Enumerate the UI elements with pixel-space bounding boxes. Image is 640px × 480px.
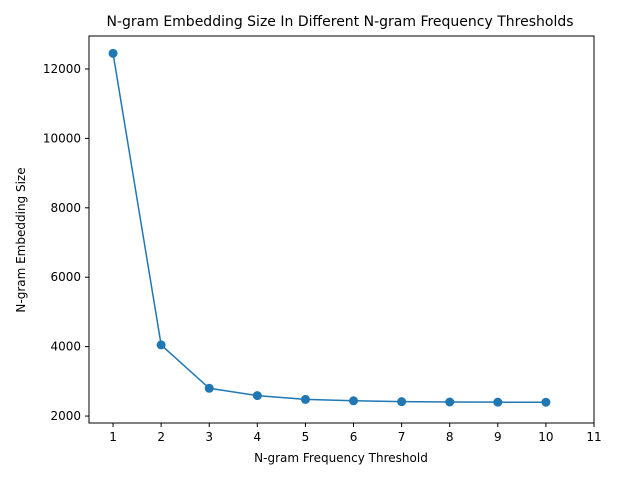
series-layer: [108, 48, 551, 407]
x-tick-label: 8: [446, 430, 454, 444]
x-axis: 1 2 3 4 5 6 7 8 9 10 11: [109, 423, 602, 444]
data-point: [156, 340, 166, 350]
x-tick-label: 3: [205, 430, 213, 444]
x-tick-label: 5: [302, 430, 310, 444]
data-point: [349, 396, 359, 406]
y-tick-label: 8000: [50, 201, 81, 215]
y-tick-label: 4000: [50, 340, 81, 354]
series-line: [112, 53, 546, 403]
x-tick-label: 1: [109, 430, 117, 444]
y-tick-label: 2000: [50, 409, 81, 423]
y-tick-label: 10000: [43, 131, 81, 145]
y-axis-label: N-gram Embedding Size: [14, 167, 28, 312]
data-point: [204, 383, 214, 393]
x-tick-label: 4: [254, 430, 262, 444]
chart-title: N-gram Embedding Size In Different N-gra…: [106, 14, 573, 30]
x-axis-label: N-gram Frequency Threshold: [254, 451, 428, 465]
x-tick-label: 9: [494, 430, 502, 444]
data-point: [445, 397, 455, 407]
plot-border: [88, 35, 595, 424]
plot-area: [88, 35, 595, 424]
data-point: [300, 394, 310, 404]
x-tick-label: 11: [586, 430, 601, 444]
data-point: [397, 397, 407, 407]
x-tick-label: 7: [398, 430, 406, 444]
y-axis: 2000 4000 6000 8000 10000 12000: [43, 62, 89, 423]
y-tick-label: 12000: [43, 62, 81, 76]
x-tick-label: 2: [157, 430, 165, 444]
x-tick-label: 10: [538, 430, 553, 444]
data-point: [493, 397, 503, 407]
data-point: [541, 397, 551, 407]
data-point: [108, 48, 118, 58]
x-tick-label: 6: [350, 430, 358, 444]
data-point: [252, 391, 262, 401]
y-tick-label: 6000: [50, 270, 81, 284]
